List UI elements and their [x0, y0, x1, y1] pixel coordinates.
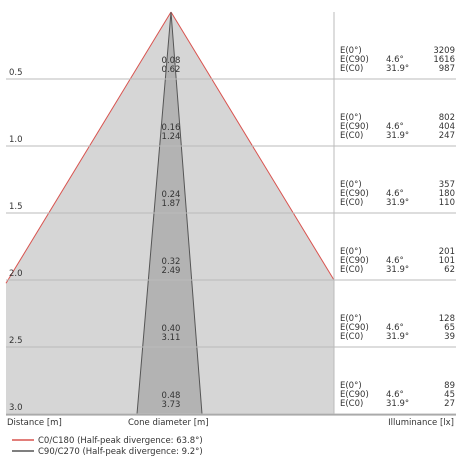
illuminance-c0: 62	[444, 265, 455, 275]
distance-tick-label: 1.0	[9, 135, 23, 145]
cone-diameter-c90: 0.08	[162, 56, 181, 66]
illuminance-c0: 39	[444, 332, 455, 342]
angle-c90: 4.6°	[386, 55, 404, 65]
distance-tick-label: 2.5	[9, 336, 23, 346]
angle-c0: 31.9°	[386, 399, 409, 409]
illuminance-c0: 987	[439, 64, 455, 74]
distance-row: 1.0 0.161.24 E(0°)E(C90)E(C0) 4.6°31.9° 8024…	[9, 113, 455, 145]
distance-row: 0.5 0.080.62 E(0°)E(C90)E(C0) 4.6°31.9° 3209…	[9, 46, 455, 78]
distance-axis-label: Distance [m]	[7, 418, 62, 428]
e-label-0deg: E(0°)	[340, 46, 362, 56]
wide-cone-edge-left	[5, 11, 172, 284]
e-label-c0: E(C0)	[340, 198, 363, 208]
illuminance-c0: 27	[444, 399, 455, 409]
angle-c0: 31.9°	[386, 131, 409, 141]
illuminance-c0: 110	[439, 198, 455, 208]
cone-diameter-c0: 3.73	[162, 400, 181, 410]
illuminance-0deg: 802	[439, 113, 455, 123]
e-label-c90: E(C90)	[340, 189, 369, 199]
illuminance-0deg: 357	[439, 180, 455, 190]
distance-tick-label: 1.5	[9, 202, 23, 212]
footer: Distance [m] Cone diameter [m] Illuminan…	[6, 414, 456, 428]
angle-c0: 31.9°	[386, 198, 409, 208]
illuminance-0deg: 3209	[433, 46, 455, 56]
e-label-c0: E(C0)	[340, 131, 363, 141]
cone-diameter-c0: 1.87	[162, 199, 181, 209]
cone-diameter-c90: 0.32	[162, 257, 181, 267]
e-label-c0: E(C0)	[340, 332, 363, 342]
illuminance-c0: 247	[439, 131, 455, 141]
illuminance-0deg: 201	[439, 247, 455, 257]
distance-row: 2.5 0.403.11 E(0°)E(C90)E(C0) 4.6°31.9° 1286…	[9, 314, 455, 346]
legend-label-c90: C90/C270 (Half-peak divergence: 9.2°)	[38, 447, 203, 457]
angle-c90: 4.6°	[386, 122, 404, 132]
e-label-c90: E(C90)	[340, 122, 369, 132]
angle-c90: 4.6°	[386, 390, 404, 400]
illuminance-c90: 101	[439, 256, 455, 266]
cone-diameter-c0: 3.11	[162, 333, 181, 343]
legend-item-c0: C0/C180 (Half-peak divergence: 63.8°)	[12, 436, 203, 446]
e-label-c0: E(C0)	[340, 64, 363, 74]
illuminance-c90: 1616	[433, 55, 455, 65]
illuminance-c90: 404	[439, 122, 455, 132]
illuminance-0deg: 128	[439, 314, 455, 324]
illuminance-label: Illuminance [lx]	[388, 418, 454, 428]
e-label-c90: E(C90)	[340, 323, 369, 333]
e-label-c90: E(C90)	[340, 55, 369, 65]
angle-c90: 4.6°	[386, 189, 404, 199]
distance-row: 2.0 0.322.49 E(0°)E(C90)E(C0) 4.6°31.9° 2011…	[9, 247, 455, 279]
angle-c0: 31.9°	[386, 332, 409, 342]
angle-c90: 4.6°	[386, 323, 404, 333]
cone-diameter-c90: 0.24	[162, 190, 181, 200]
e-label-0deg: E(0°)	[340, 314, 362, 324]
cone-diameter-c90: 0.16	[162, 123, 181, 133]
e-label-0deg: E(0°)	[340, 180, 362, 190]
distance-tick-label: 3.0	[9, 403, 23, 413]
distance-row: 3.0 0.483.73 E(0°)E(C90)E(C0) 4.6°31.9° 8945…	[9, 381, 455, 413]
legend-label-c0: C0/C180 (Half-peak divergence: 63.8°)	[38, 436, 203, 446]
legend: C0/C180 (Half-peak divergence: 63.8°) C9…	[12, 436, 203, 457]
angle-c90: 4.6°	[386, 256, 404, 266]
cone-diameter-label: Cone diameter [m]	[128, 418, 209, 428]
distance-tick-label: 0.5	[9, 68, 23, 78]
illuminance-c90: 180	[439, 189, 455, 199]
illuminance-0deg: 89	[444, 381, 455, 391]
cone-diameter-c90: 0.48	[162, 391, 181, 401]
e-label-c0: E(C0)	[340, 265, 363, 275]
e-label-0deg: E(0°)	[340, 381, 362, 391]
cone-diameter-c0: 2.49	[162, 266, 181, 276]
illuminance-c90: 45	[444, 390, 455, 400]
legend-item-c90: C90/C270 (Half-peak divergence: 9.2°)	[12, 447, 203, 457]
e-label-0deg: E(0°)	[340, 113, 362, 123]
illuminance-c90: 65	[444, 323, 455, 333]
rows-layer: 0.50.080.62E(0°)E(C90)E(C0)4.6°31.9°3209…	[9, 46, 455, 413]
cone-diameter-c0: 1.24	[162, 132, 181, 142]
cone-diameter-c90: 0.40	[162, 324, 181, 334]
distance-row: 1.50.241.87E(0°)E(C90)E(C0)4.6°31.9°3571…	[9, 180, 455, 212]
distance-tick-label: 2.0	[9, 269, 23, 279]
e-label-c0: E(C0)	[340, 399, 363, 409]
e-label-0deg: E(0°)	[340, 247, 362, 257]
e-label-c90: E(C90)	[340, 256, 369, 266]
cone-diameter-c0: 0.62	[162, 65, 181, 75]
grid-layer	[6, 12, 456, 415]
angle-c0: 31.9°	[386, 265, 409, 275]
angle-c0: 31.9°	[386, 64, 409, 74]
e-label-c90: E(C90)	[340, 390, 369, 400]
